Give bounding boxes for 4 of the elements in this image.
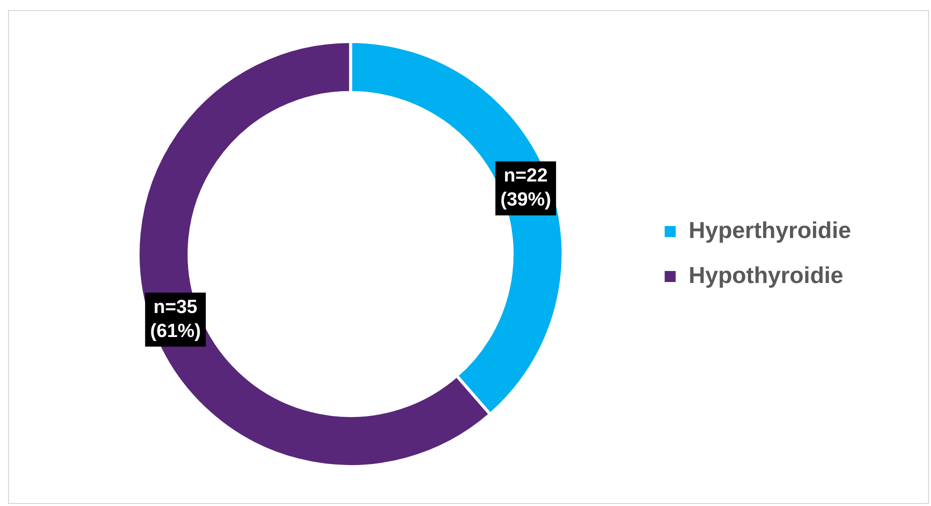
- legend-label: Hyperthyroidie: [688, 216, 852, 243]
- legend-label: Hypothyroidie: [688, 262, 844, 288]
- data-label: n=35 (61%): [150, 296, 201, 342]
- data-label: n=22 (39%): [500, 166, 552, 211]
